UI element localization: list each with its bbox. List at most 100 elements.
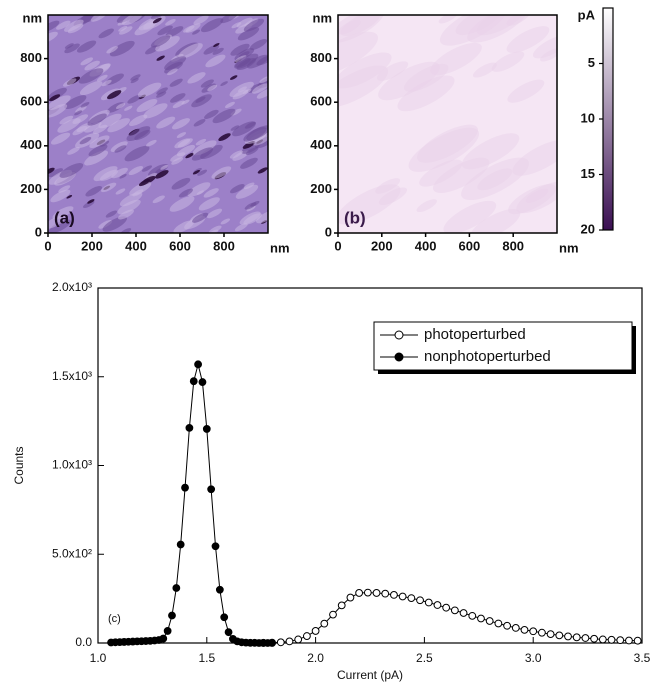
texture-blob bbox=[224, 101, 235, 109]
texture-blob bbox=[220, 15, 238, 24]
data-point bbox=[311, 627, 320, 635]
texture-blob bbox=[90, 15, 107, 22]
texture-blob bbox=[79, 136, 92, 145]
texture-blob bbox=[50, 189, 71, 203]
texture-blob bbox=[67, 146, 80, 155]
texture-blob bbox=[257, 167, 268, 174]
texture-blob bbox=[84, 60, 100, 71]
texture-blob bbox=[230, 43, 250, 56]
texture-blob bbox=[152, 17, 162, 24]
data-point bbox=[424, 598, 433, 607]
data-point bbox=[503, 621, 511, 630]
texture-blob bbox=[213, 43, 220, 48]
texture-blob bbox=[101, 182, 117, 193]
texture-blob bbox=[246, 205, 256, 212]
colorbar-tick-label: 20 bbox=[581, 221, 595, 236]
data-point bbox=[372, 589, 381, 597]
data-point bbox=[168, 611, 176, 620]
texture-blob bbox=[237, 27, 260, 41]
data-point bbox=[564, 632, 572, 641]
texture-blob bbox=[66, 195, 73, 199]
x-axis-label: Current (pA) bbox=[337, 668, 403, 682]
texture-blob bbox=[207, 84, 218, 92]
data-point bbox=[215, 585, 224, 594]
texture-blob bbox=[64, 43, 74, 49]
colorbar-label: pA bbox=[578, 7, 596, 22]
texture-blob bbox=[72, 114, 89, 125]
texture-blob bbox=[126, 126, 151, 142]
data-point bbox=[633, 636, 642, 645]
texture-blob bbox=[251, 83, 268, 94]
x-tick-label: 1.5 bbox=[198, 651, 215, 665]
texture-blob bbox=[117, 199, 141, 215]
texture-blob bbox=[116, 15, 138, 23]
texture-blob bbox=[397, 75, 455, 112]
x-tick-label: 800 bbox=[502, 238, 524, 253]
texture-blob bbox=[146, 139, 157, 147]
texture-blob bbox=[178, 188, 193, 198]
texture-blob bbox=[235, 184, 259, 199]
texture-blob bbox=[48, 95, 71, 111]
texture-blob bbox=[119, 192, 143, 207]
texture-blob bbox=[124, 145, 150, 162]
texture-blob bbox=[253, 134, 268, 146]
data-point bbox=[337, 601, 346, 610]
data-point bbox=[616, 636, 625, 645]
texture-blob bbox=[338, 184, 401, 225]
texture-blob bbox=[64, 43, 80, 54]
texture-blob bbox=[134, 129, 151, 141]
panel-label: (a) bbox=[54, 208, 75, 227]
texture-blob bbox=[176, 132, 187, 138]
texture-blob bbox=[192, 29, 201, 35]
data-point bbox=[546, 630, 555, 639]
texture-blob bbox=[169, 78, 183, 87]
texture-blob bbox=[85, 186, 103, 197]
data-point bbox=[176, 540, 185, 549]
texture-blob bbox=[56, 20, 71, 30]
texture-blob bbox=[106, 46, 118, 54]
texture-blob bbox=[80, 57, 93, 66]
y-tick-label: 2.0x10³ bbox=[52, 280, 92, 294]
texture-blob bbox=[443, 200, 497, 233]
texture-blob bbox=[59, 163, 84, 178]
data-point bbox=[520, 625, 529, 634]
y-axis-unit: nm bbox=[313, 10, 333, 25]
texture-blob bbox=[338, 31, 378, 76]
texture-blob bbox=[52, 206, 74, 220]
texture-blob bbox=[196, 190, 204, 195]
texture-blob bbox=[234, 53, 259, 69]
image-frame bbox=[337, 14, 558, 234]
texture-blob bbox=[243, 18, 265, 32]
texture-blob bbox=[197, 169, 208, 176]
x-tick-label: 600 bbox=[459, 238, 481, 253]
texture-blob bbox=[48, 215, 66, 229]
texture-blob bbox=[206, 208, 223, 219]
texture-blob bbox=[187, 72, 206, 84]
texture-blob bbox=[532, 35, 557, 59]
texture-blob bbox=[229, 81, 254, 98]
texture-blob bbox=[192, 212, 209, 223]
texture-blob bbox=[403, 63, 449, 92]
texture-blob bbox=[138, 179, 151, 187]
texture-blob bbox=[84, 121, 102, 133]
data-point bbox=[590, 634, 599, 643]
texture-blob bbox=[109, 40, 135, 57]
texture-blob bbox=[231, 22, 242, 29]
texture-blob bbox=[156, 91, 167, 98]
texture-blob bbox=[155, 36, 180, 52]
data-point bbox=[194, 360, 202, 369]
texture-blob bbox=[256, 55, 268, 66]
data-point bbox=[302, 632, 311, 640]
data-point bbox=[442, 603, 451, 612]
texture-blob bbox=[174, 138, 191, 149]
texture-blob bbox=[212, 108, 236, 124]
texture-blob bbox=[244, 121, 256, 129]
x-tick-label: 600 bbox=[169, 238, 191, 253]
texture-blob bbox=[102, 216, 127, 232]
data-point bbox=[538, 628, 546, 637]
x-tick-label: 2.5 bbox=[416, 651, 433, 665]
texture-blob bbox=[64, 19, 84, 32]
texture-blob bbox=[338, 52, 392, 89]
